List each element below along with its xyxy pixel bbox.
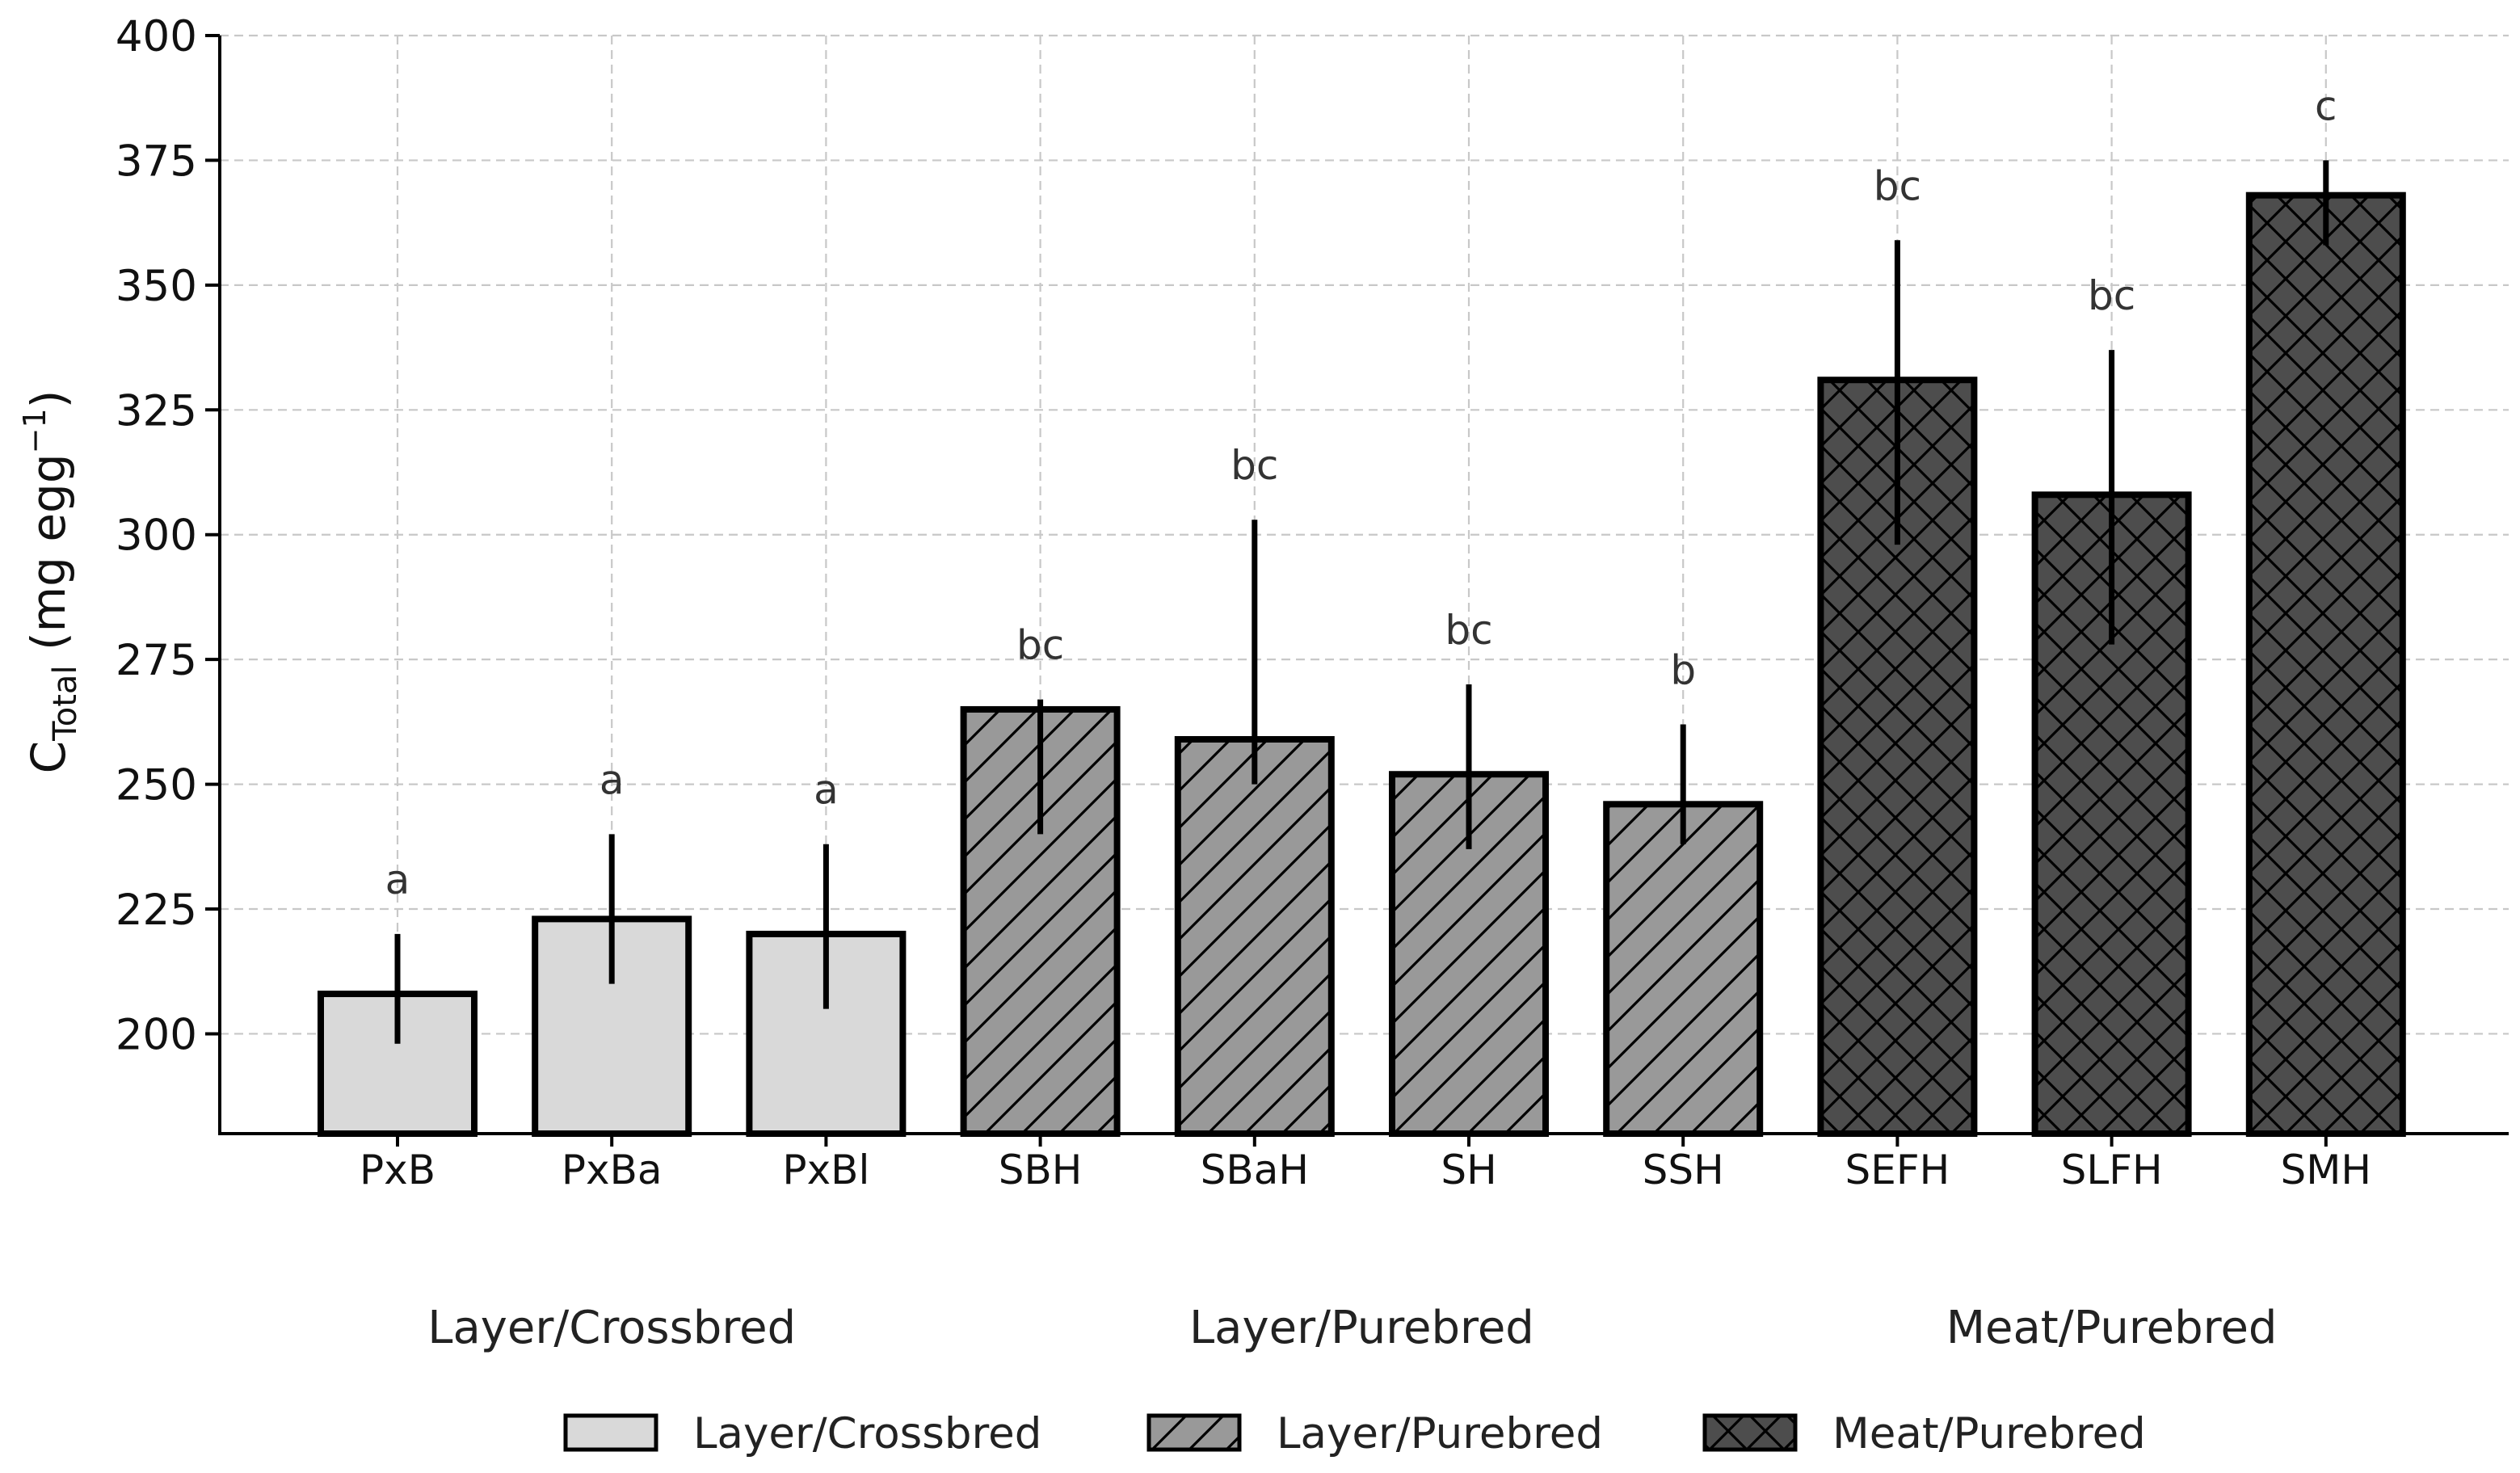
error-bars (394, 160, 2329, 1044)
significance-label-PxBl: a (814, 767, 839, 814)
y-tick-label-300: 300 (116, 511, 197, 561)
legend-label-layer-purebred: Layer/Purebred (1277, 1409, 1603, 1458)
significance-label-SBH: bc (1016, 622, 1064, 669)
y-tick-label-250: 250 (116, 761, 197, 810)
legend-label-layer-crossbred: Layer/Crossbred (693, 1409, 1041, 1458)
legend-swatch-meat-purebred (1702, 1413, 1798, 1452)
legend-label-meat-purebred: Meat/Purebred (1832, 1409, 2146, 1458)
x-tick-label-SSH: SSH (1643, 1147, 1724, 1193)
bar-SSH (1603, 801, 1764, 1137)
y-tick-label-200: 200 (116, 1010, 197, 1059)
bar-SMH (2245, 191, 2406, 1137)
legend-swatch-layer-crossbred (563, 1413, 658, 1452)
x-tick-label-PxBa: PxBa (562, 1147, 663, 1193)
y-tick-label-275: 275 (116, 636, 197, 685)
axes (218, 36, 2509, 1135)
significance-label-SMH: c (2315, 82, 2337, 129)
x-tick-label-SH: SH (1441, 1147, 1496, 1193)
group-labels: Layer/Crossbred Layer/Purebred Meat/Purebr… (427, 1302, 2277, 1354)
y-tick-label-400: 400 (116, 12, 197, 61)
x-tick-label-PxBl: PxBl (782, 1147, 869, 1193)
significance-label-SSH: b (1670, 646, 1696, 693)
y-axis-title-unit-open: (mg egg (21, 453, 76, 665)
group-label-layer-crossbred: Layer/Crossbred (427, 1302, 796, 1354)
y-ticks: 200 225 250 275 300 325 350 375 400 (116, 12, 220, 1059)
group-label-layer-purebred: Layer/Purebred (1189, 1302, 1534, 1354)
significance-label-SH: bc (1445, 607, 1492, 654)
y-tick-label-325: 325 (116, 386, 197, 436)
significance-label-PxBa: a (599, 756, 625, 803)
x-tick-label-SBH: SBH (999, 1147, 1083, 1193)
significance-labels: a a a bc bc bc b bc bc c (385, 82, 2337, 903)
legend-swatch-layer-purebred (1146, 1413, 1242, 1452)
y-tick-label-375: 375 (116, 137, 197, 186)
y-tick-label-225: 225 (116, 886, 197, 935)
x-tick-label-PxB: PxB (360, 1147, 435, 1193)
y-axis-title-main: C (21, 741, 76, 774)
y-axis-title-superscript: −1 (17, 408, 53, 453)
bar-SBaH (1174, 735, 1335, 1138)
significance-label-SEFH: bc (1874, 162, 1921, 209)
y-axis-title-subscript: Total (47, 665, 84, 741)
x-tick-label-SBaH: SBaH (1201, 1147, 1309, 1193)
y-axis-title: CTotal (mg egg−1) (17, 390, 84, 774)
significance-label-SLFH: bc (2088, 272, 2135, 319)
x-tick-label-SEFH: SEFH (1845, 1147, 1950, 1193)
x-category-labels: PxB PxBa PxBl SBH SBaH SH SSH SEFH SLFH SMH (360, 1134, 2371, 1193)
y-tick-label-350: 350 (116, 262, 197, 311)
significance-label-SBaH: bc (1231, 442, 1278, 489)
x-tick-label-SLFH: SLFH (2061, 1147, 2163, 1193)
significance-label-PxB: a (385, 856, 410, 903)
group-label-meat-purebred: Meat/Purebred (1946, 1302, 2278, 1354)
bars (318, 191, 2406, 1138)
x-tick-label-SMH: SMH (2281, 1147, 2371, 1193)
legend: Layer/Crossbred Layer/Purebred Meat/Purebr… (563, 1409, 2146, 1458)
y-axis-title-unit-close: ) (21, 390, 76, 409)
